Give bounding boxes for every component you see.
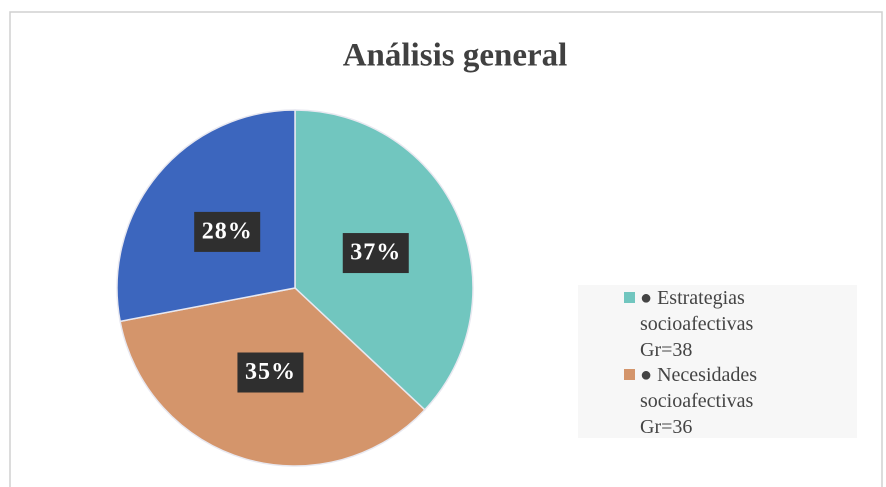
chart-border <box>9 11 883 487</box>
data-label-box <box>237 352 304 393</box>
data-label-box <box>194 211 261 252</box>
data-label-box <box>342 233 409 274</box>
legend-label: ● Necesidades socioafectivas Gr=36 <box>640 364 758 438</box>
legend: ● Estrategias socioafectivas Gr=38 ● Nece… <box>578 285 857 438</box>
legend-key <box>624 292 635 303</box>
data-label: 35% <box>245 359 296 385</box>
data-label: 28% <box>202 218 253 244</box>
legend-label: ● Estrategias socioafectivas Gr=38 <box>640 287 754 361</box>
legend-entry: ● Estrategias socioafectivas Gr=38 <box>624 285 780 363</box>
legend-key <box>624 369 635 380</box>
legend-entry: ● Necesidades socioafectivas Gr=36 <box>624 362 780 440</box>
chart-title: Análisis general <box>343 38 568 74</box>
data-label: 37% <box>350 240 401 266</box>
